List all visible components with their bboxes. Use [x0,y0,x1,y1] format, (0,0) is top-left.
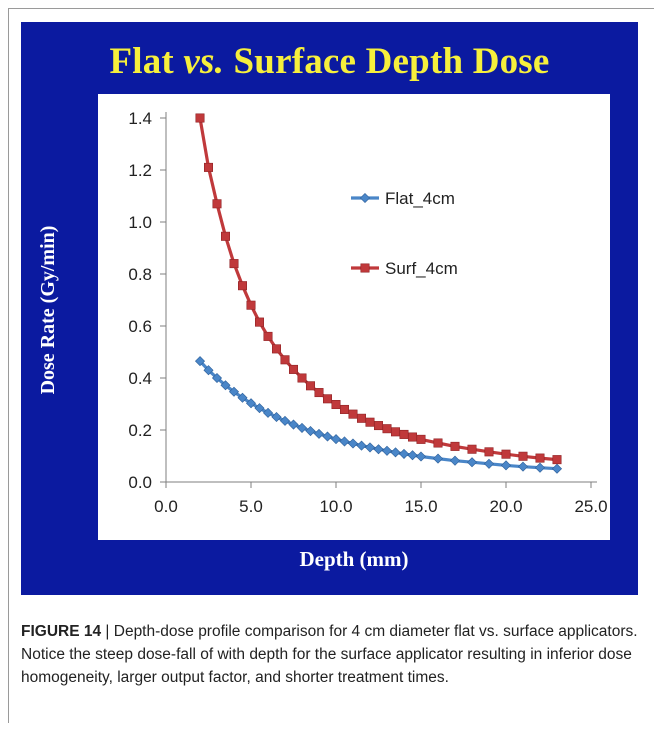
data-point [315,388,323,396]
x-tick-label: 20.0 [489,497,522,516]
data-point [357,414,365,422]
data-point [374,421,382,429]
data-point [391,428,399,436]
data-point [230,259,238,267]
legend-swatch-marker [361,264,369,272]
data-point [502,450,510,458]
y-axis-label: Dose Rate (Gy/min) [37,226,59,395]
data-point [417,435,425,443]
chart-svg: 0.0 0.2 0.4 0.6 0.8 1.0 1.2 1.4 0.0 5.0 10.0 15.0 20… [21,22,638,595]
data-point [383,425,391,433]
figure-caption: FIGURE 14 | Depth-dose profile compariso… [21,620,641,689]
plot-area [98,94,610,540]
data-point [238,282,246,290]
legend-label: Surf_4cm [385,259,458,278]
data-point [323,395,331,403]
x-tick-label: 15.0 [404,497,437,516]
data-point [306,382,314,390]
data-point [255,318,263,326]
data-point [349,410,357,418]
data-point [332,400,340,408]
y-tick-label: 1.0 [128,213,152,232]
data-point [408,433,416,441]
data-point [196,114,204,122]
data-point [247,301,255,309]
y-tick-label: 0.4 [128,369,152,388]
x-tick-label: 10.0 [319,497,352,516]
data-point [289,365,297,373]
data-point [536,454,544,462]
y-tick-label: 1.2 [128,161,152,180]
data-point [298,374,306,382]
caption-label: FIGURE 14 [21,623,101,640]
data-point [264,332,272,340]
x-tick-label: 25.0 [574,497,607,516]
data-point [340,405,348,413]
y-tick-label: 1.4 [128,109,152,128]
data-point [204,163,212,171]
data-point [519,452,527,460]
x-tick-label: 0.0 [154,497,178,516]
data-point [485,448,493,456]
x-axis-label: Depth (mm) [299,547,408,571]
data-point [221,232,229,240]
y-tick-label: 0.8 [128,265,152,284]
data-point [451,442,459,450]
y-tick-label: 0.0 [128,473,152,492]
data-point [468,445,476,453]
data-point [281,356,289,364]
data-point [272,345,280,353]
data-point [553,455,561,463]
y-tick-label: 0.2 [128,421,152,440]
x-tick-label: 5.0 [239,497,263,516]
data-point [213,200,221,208]
caption-text: | Depth-dose profile comparison for 4 cm… [21,623,638,686]
y-tick-label: 0.6 [128,317,152,336]
chart-panel: Flat vs. Surface Depth Dose 0.0 0.2 0.4 0.6… [21,22,638,595]
data-point [400,430,408,438]
legend-label: Flat_4cm [385,189,455,208]
data-point [434,439,442,447]
data-point [366,418,374,426]
